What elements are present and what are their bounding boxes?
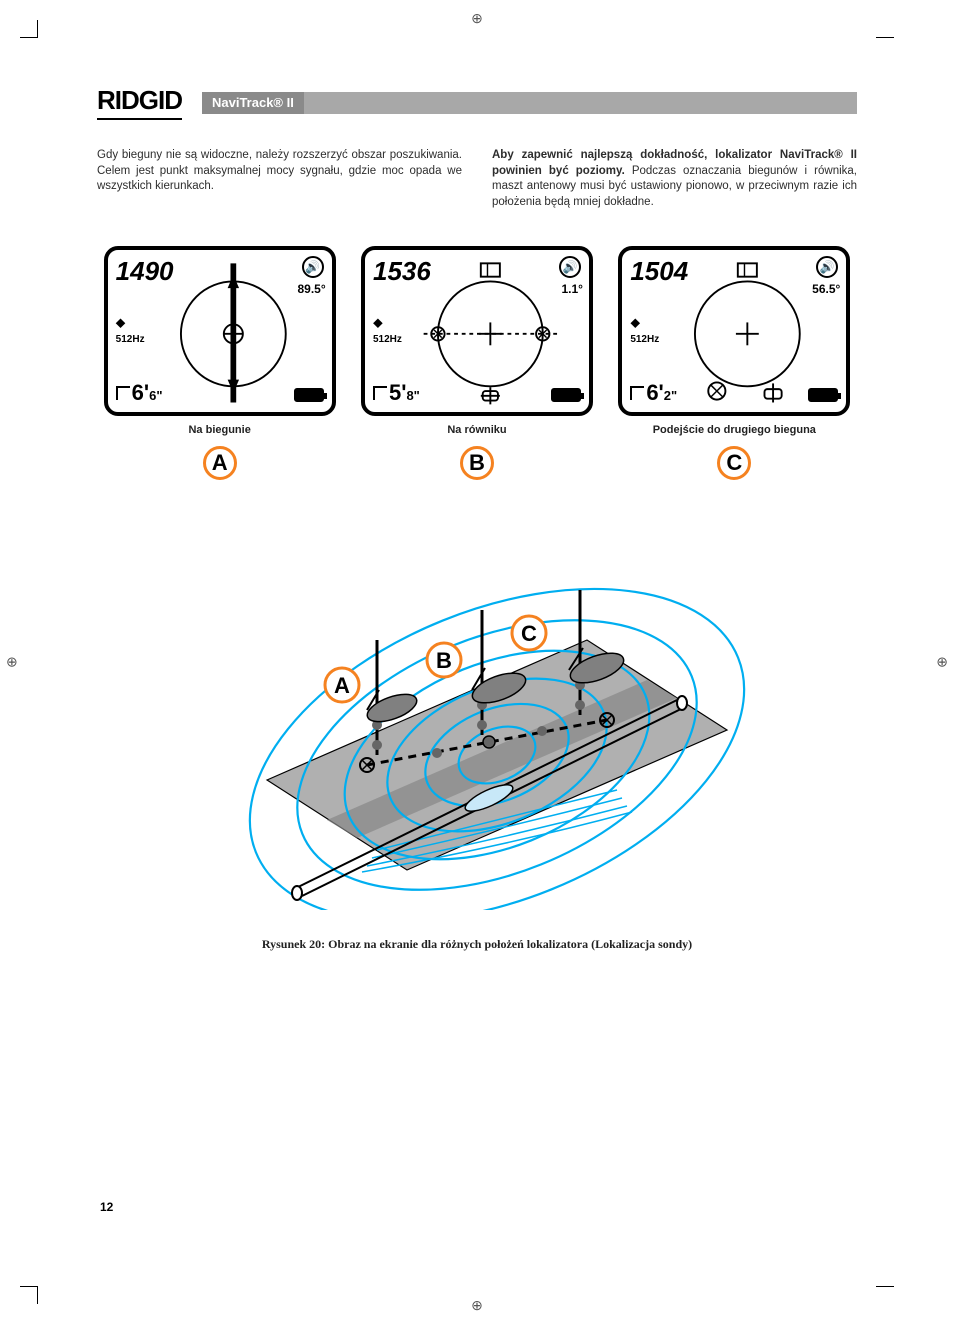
caption-c: Podejście do drugiego bieguna [653,424,816,436]
letter-badge-c: C [717,446,751,480]
angle-value: 89.5° [298,282,326,296]
screen-b: 1536 [361,246,593,416]
crop-mark [20,20,38,38]
reg-mark-left: ⊕ [6,654,18,671]
reg-mark-top: ⊕ [471,10,483,27]
depth-icon [630,386,644,400]
letter-badge-b: B [460,446,494,480]
right-column: Aby zapewnić najlepszą dokładność, lokal… [492,148,857,210]
depth-display: 6' 6" [116,380,163,406]
caption-a: Na biegunie [188,424,250,436]
depth-display: 6' 2" [630,380,677,406]
isometric-diagram: A B C [207,510,747,915]
crop-mark [876,20,894,38]
depth-feet: 6' [132,380,149,406]
freq-label: 512Hz [373,334,402,345]
screen-col-c: 1504 🔊 56.5 [612,246,857,480]
product-name: NaviTrack® II [202,92,304,114]
depth-inches: 2" [664,388,677,403]
freq-label: 512Hz [116,334,145,345]
depth-feet: 6' [646,380,663,406]
screen-c: 1504 🔊 56.5 [618,246,850,416]
depth-icon [116,386,130,400]
body-text: Gdy bieguny nie są widoczne, należy rozs… [97,148,857,210]
sound-icon: 🔊 [302,256,324,278]
depth-display: 5' 8" [373,380,420,406]
battery-icon [551,388,581,402]
left-column: Gdy bieguny nie są widoczne, należy rozs… [97,148,462,210]
screen-col-a: 1490 🔊 89.5° ⬥ 512Hz 6' [97,246,342,480]
page-content: RIDGID NaviTrack® II Gdy bieguny nie są … [97,85,857,952]
screens-row: 1490 🔊 89.5° ⬥ 512Hz 6' [97,246,857,480]
caption-b: Na równiku [447,424,506,436]
depth-inches: 6" [149,388,162,403]
crop-mark [20,1286,38,1304]
iso-label-b: B [436,648,452,673]
battery-icon [808,388,838,402]
page-header: RIDGID NaviTrack® II [97,85,857,120]
iso-label-c: C [521,621,537,646]
sound-icon: 🔊 [559,256,581,278]
reg-mark-bottom: ⊕ [471,1297,483,1314]
reg-mark-right: ⊕ [936,654,948,671]
freq-label: 512Hz [630,334,659,345]
brand-logo: RIDGID [97,85,182,120]
crop-mark [876,1286,894,1304]
depth-inches: 8" [406,388,419,403]
page-number: 12 [100,1200,113,1214]
sonde-icon: ⬥ [373,314,383,331]
sonde-icon: ⬥ [630,314,640,331]
depth-feet: 5' [389,380,406,406]
screen-a: 1490 🔊 89.5° ⬥ 512Hz 6' [104,246,336,416]
iso-label-a: A [334,673,350,698]
figure-caption: Rysunek 20: Obraz na ekranie dla różnych… [97,937,857,952]
header-bar: NaviTrack® II [202,92,857,114]
depth-icon [373,386,387,400]
letter-badge-a: A [203,446,237,480]
battery-icon [294,388,324,402]
angle-value: 1.1° [562,282,583,296]
sonde-icon: ⬥ [116,314,126,331]
angle-value: 56.5° [812,282,840,296]
screen-col-b: 1536 [354,246,599,480]
iso-svg: A B C [207,510,747,910]
